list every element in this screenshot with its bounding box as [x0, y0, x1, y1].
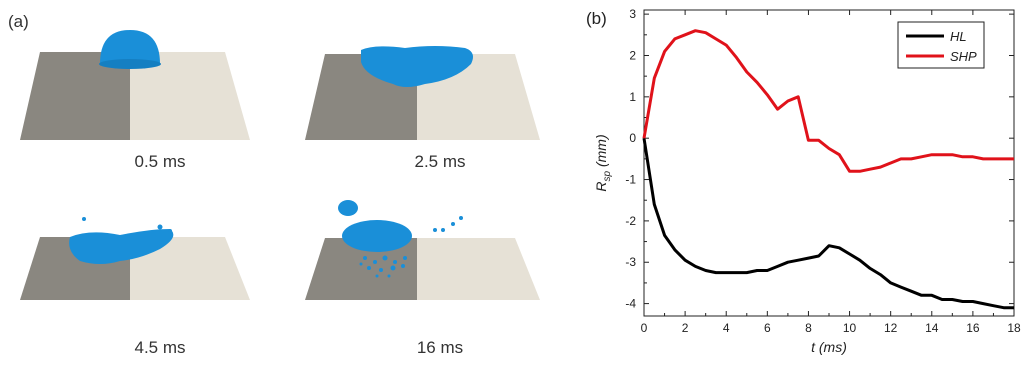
- ejected-droplet: [338, 200, 358, 216]
- y-tick-label: -3: [625, 255, 636, 269]
- legend: HL SHP: [897, 21, 985, 69]
- x-tick-label: 18: [1007, 321, 1021, 335]
- series-line-SHP: [642, 29, 1014, 173]
- y-tick-label: 1: [629, 90, 636, 104]
- surface-light: [417, 238, 540, 300]
- caption-4.5ms: 4.5 ms: [134, 338, 186, 357]
- legend-label-HL: HL: [950, 29, 967, 44]
- x-tick-label: 2: [682, 321, 689, 335]
- surface-light: [130, 52, 250, 140]
- y-tick-label: 0: [629, 131, 636, 145]
- satellite-droplet: [441, 228, 445, 232]
- satellite-droplet: [433, 228, 437, 232]
- caption-16ms: 16 ms: [416, 338, 464, 357]
- surface-dark: [20, 52, 130, 140]
- droplet-bulk: [342, 220, 412, 252]
- snapshot-2.5ms: [305, 46, 540, 140]
- droplet-fingers: [69, 229, 174, 264]
- y-tick-label: 2: [629, 48, 636, 62]
- satellite-droplet: [157, 224, 163, 230]
- satellite-droplet: [82, 217, 86, 221]
- panel-b-label: (b): [586, 9, 607, 28]
- surface-dark: [305, 238, 417, 300]
- series-line-HL: [642, 137, 1014, 310]
- snapshot-0.5ms: [20, 30, 250, 140]
- satellite-droplet: [451, 222, 455, 226]
- y-tick-label: 3: [629, 7, 636, 21]
- droplet-spread: [361, 46, 473, 87]
- x-tick-label: 14: [925, 321, 939, 335]
- droplet-cap: [100, 30, 160, 64]
- satellite-droplet: [459, 216, 463, 220]
- surface-light: [130, 237, 250, 300]
- x-axis-label: t (ms): [811, 339, 847, 355]
- caption-2.5ms: 2.5 ms: [414, 152, 466, 171]
- legend-label-SHP: SHP: [950, 49, 977, 64]
- panel-a-label: (a): [8, 12, 29, 31]
- splash-fragments: [359, 255, 407, 278]
- x-tick-label: 6: [764, 321, 771, 335]
- x-tick-label: 4: [723, 321, 730, 335]
- snapshot-16ms: [305, 200, 540, 300]
- simulation-panel: (a) 0.5 ms 2.5 ms 4.5 ms: [8, 12, 540, 357]
- legend-box: [897, 21, 985, 69]
- snapshot-4.5ms: [20, 217, 250, 300]
- x-tick-label: 8: [805, 321, 812, 335]
- x-tick-label: 10: [843, 321, 857, 335]
- x-tick-label: 0: [641, 321, 648, 335]
- x-tick-label: 16: [966, 321, 980, 335]
- y-tick-label: -2: [625, 214, 636, 228]
- x-tick-label: 12: [884, 321, 898, 335]
- y-axis-label: Rsp (mm): [593, 134, 613, 191]
- droplet-rim: [99, 59, 161, 69]
- y-tick-label: -1: [625, 173, 636, 187]
- y-tick-label: -4: [625, 297, 636, 311]
- caption-0.5ms: 0.5 ms: [134, 152, 186, 171]
- satellite-droplet: [168, 229, 172, 233]
